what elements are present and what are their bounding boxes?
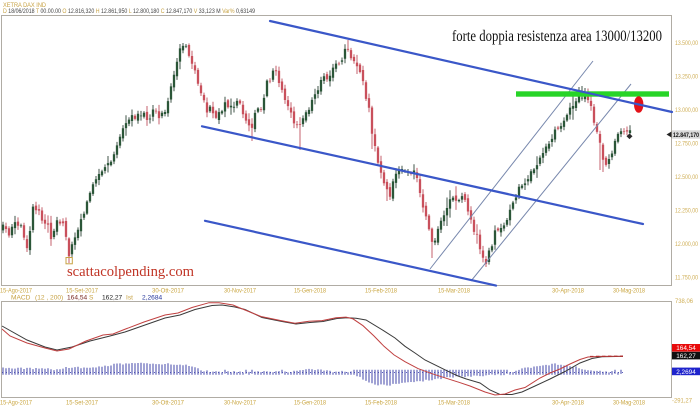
svg-text:164,54: 164,54 xyxy=(676,345,696,352)
svg-text:12.250,00: 12.250,00 xyxy=(675,208,698,215)
svg-text:13.250,00: 13.250,00 xyxy=(675,74,698,81)
svg-text:15-Mar-2018: 15-Mar-2018 xyxy=(438,400,470,407)
svg-text:162,27: 162,27 xyxy=(676,353,696,360)
svg-text:(12 , 200): (12 , 200) xyxy=(35,295,63,302)
svg-text:30-Ott-2017: 30-Ott-2017 xyxy=(152,288,185,295)
svg-text:30-Ott-2017: 30-Ott-2017 xyxy=(152,400,185,407)
svg-text:15-Set-2017: 15-Set-2017 xyxy=(66,400,99,407)
svg-text:12.500,00: 12.500,00 xyxy=(675,174,698,181)
svg-text:30-Mag-2018: 30-Mag-2018 xyxy=(613,400,645,407)
svg-text:12.000,00: 12.000,00 xyxy=(675,241,698,248)
svg-text:scattacolpending.com: scattacolpending.com xyxy=(67,264,195,280)
svg-text:15-Set-2017: 15-Set-2017 xyxy=(66,288,99,295)
svg-text:15-Ago-2017: 15-Ago-2017 xyxy=(0,400,32,407)
svg-text:30-Mag-2018: 30-Mag-2018 xyxy=(613,288,645,295)
svg-text:30-Nov-2017: 30-Nov-2017 xyxy=(224,400,256,407)
svg-text:15-Feb-2018: 15-Feb-2018 xyxy=(365,288,397,295)
svg-text:11.750,00: 11.750,00 xyxy=(675,275,698,282)
svg-text:2,2684: 2,2684 xyxy=(142,295,163,302)
svg-text:13.500,00: 13.500,00 xyxy=(675,40,698,47)
svg-text:D 18/06/2018 T 00.00.00 O 12.8: D 18/06/2018 T 00.00.00 O 12.816,320 H 1… xyxy=(3,8,255,15)
svg-text:30-Apr-2018: 30-Apr-2018 xyxy=(552,288,585,295)
svg-text:162,27: 162,27 xyxy=(102,295,123,302)
svg-text:XETRA DAX IND: XETRA DAX IND xyxy=(3,2,46,9)
svg-text:13.000,00: 13.000,00 xyxy=(675,107,698,114)
svg-text:MACD: MACD xyxy=(11,295,31,302)
svg-text:30-Apr-2018: 30-Apr-2018 xyxy=(552,400,585,407)
svg-text:-291,27: -291,27 xyxy=(672,398,693,405)
svg-text:738,06: 738,06 xyxy=(675,298,694,305)
svg-text:15-Gen-2018: 15-Gen-2018 xyxy=(294,288,326,295)
svg-text:Ist: Ist xyxy=(126,295,133,302)
svg-text:12.750,00: 12.750,00 xyxy=(675,141,698,148)
svg-text:12.847,170: 12.847,170 xyxy=(673,132,699,139)
svg-text:15-Feb-2018: 15-Feb-2018 xyxy=(365,400,397,407)
svg-text:forte doppia resistenza area 1: forte doppia resistenza area 13000/13200 xyxy=(452,28,662,45)
svg-text:S: S xyxy=(89,295,94,302)
svg-text:15-Gen-2018: 15-Gen-2018 xyxy=(294,400,326,407)
svg-text:30-Nov-2017: 30-Nov-2017 xyxy=(224,288,256,295)
svg-text:2,2694: 2,2694 xyxy=(676,369,696,376)
svg-text:15-Ago-2017: 15-Ago-2017 xyxy=(0,288,32,295)
svg-text:164,54: 164,54 xyxy=(67,295,88,302)
svg-text:15-Mar-2018: 15-Mar-2018 xyxy=(438,288,470,295)
